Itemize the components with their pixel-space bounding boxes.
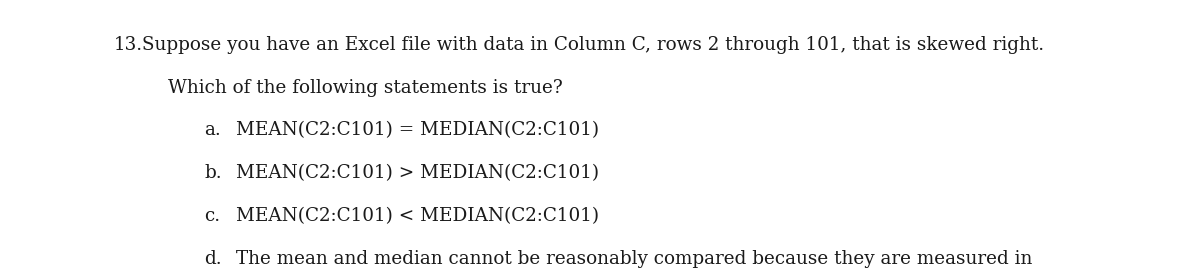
Text: Suppose you have an Excel file with data in Column C, rows 2 through 101, that i: Suppose you have an Excel file with data… <box>142 36 1044 54</box>
Text: The mean and median cannot be reasonably compared because they are measured in: The mean and median cannot be reasonably… <box>236 250 1033 268</box>
Text: b.: b. <box>204 164 222 182</box>
Text: d.: d. <box>204 250 222 268</box>
Text: 13.: 13. <box>114 36 143 54</box>
Text: Which of the following statements is true?: Which of the following statements is tru… <box>168 79 563 97</box>
Text: c.: c. <box>204 207 220 225</box>
Text: MEAN(C2:C101) > MEDIAN(C2:C101): MEAN(C2:C101) > MEDIAN(C2:C101) <box>236 164 600 182</box>
Text: MEAN(C2:C101) < MEDIAN(C2:C101): MEAN(C2:C101) < MEDIAN(C2:C101) <box>236 207 600 225</box>
Text: MEAN(C2:C101) = MEDIAN(C2:C101): MEAN(C2:C101) = MEDIAN(C2:C101) <box>236 121 600 139</box>
Text: a.: a. <box>204 121 221 139</box>
